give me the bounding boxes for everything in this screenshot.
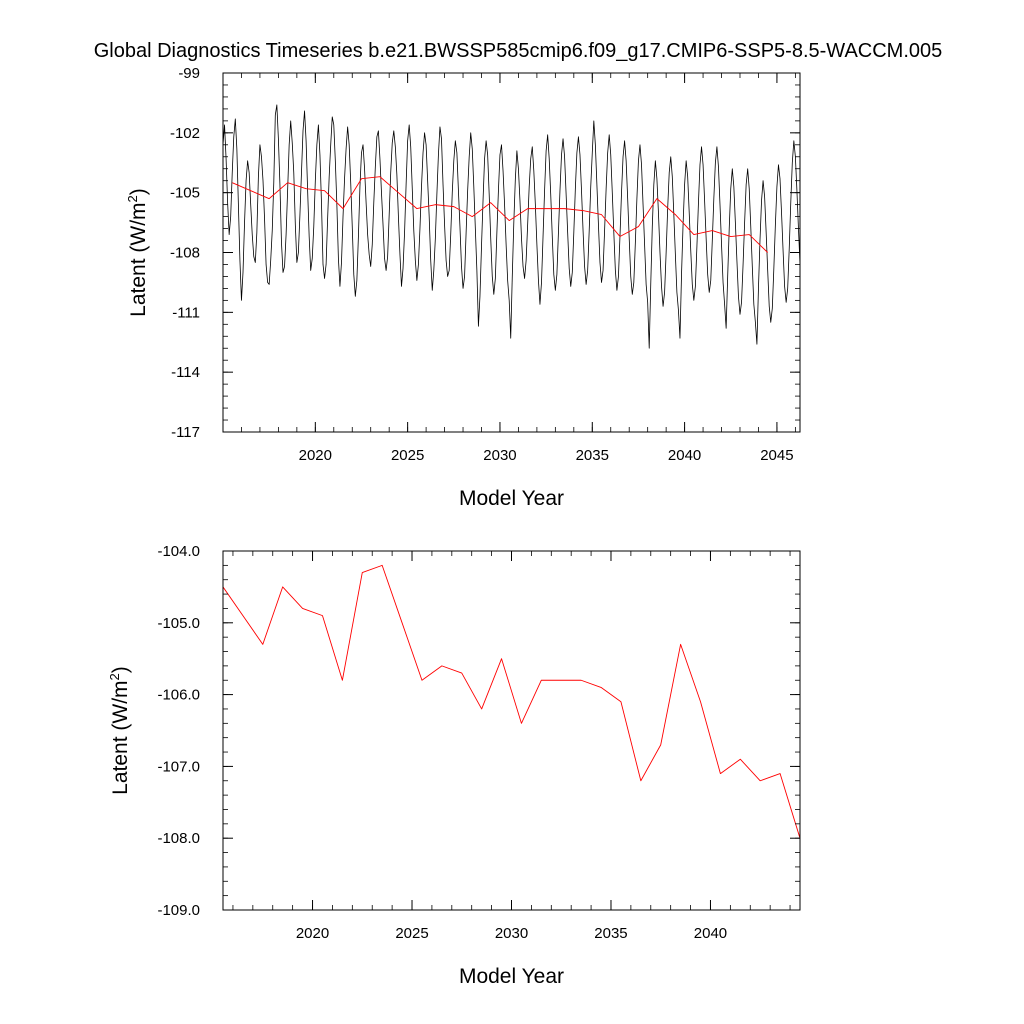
bottom-panel: 2020 2025 2030 2035 2040 -109.0 -108.0 -107.0 -1… (107, 543, 801, 988)
series-group (223, 564, 800, 839)
y-axis-label-superscript: 2 (125, 195, 140, 202)
y-axis-label-superscript: 2 (107, 673, 122, 680)
plot-frame (222, 550, 801, 911)
figure-title: Global Diagnostics Timeseries b.e21.BWSS… (94, 40, 943, 62)
series-group (223, 104, 800, 349)
x-tick-label: 2025 (395, 925, 428, 942)
y-axis-label-close: ) (127, 188, 150, 195)
y-tick-label: -108.0 (157, 830, 200, 847)
x-tick-label: 2020 (296, 925, 329, 942)
y-tick-label: -99 (178, 65, 200, 82)
x-tick-label: 2035 (594, 925, 627, 942)
y-axis-label-close: ) (109, 666, 132, 673)
y-axis-label: Latent (W/m2) (107, 666, 132, 795)
y-tick-label: -107.0 (157, 758, 200, 775)
y-axis-label-base: Latent (W/m (127, 202, 150, 316)
x-tick-label: 2020 (299, 447, 332, 464)
y-axis-label-base: Latent (W/m (109, 680, 132, 794)
y-tick-label: -111 (172, 304, 200, 321)
y-tick-label: -109.0 (157, 902, 200, 919)
y-tick-label: -102 (170, 125, 200, 142)
y-tick-label: -104.0 (157, 543, 200, 560)
y-tick-label: -106.0 (157, 687, 200, 704)
x-tick-label: 2045 (760, 447, 793, 464)
y-tick-label: -117 (171, 424, 200, 441)
y-tick-label: -108 (170, 245, 200, 262)
x-tick-label: 2040 (694, 925, 727, 942)
annual-mean-series-line (232, 176, 769, 253)
x-tick-label: 2025 (391, 447, 424, 464)
y-tick-label: -105 (170, 185, 200, 202)
x-tick-label: 2030 (483, 447, 516, 464)
y-tick-label: -114 (171, 364, 200, 381)
annual-mean-series-line (223, 564, 800, 839)
x-tick-label: 2040 (668, 447, 701, 464)
x-tick-label: 2030 (495, 925, 528, 942)
y-axis-label: Latent (W/m2) (125, 188, 150, 317)
x-axis-label: Model Year (459, 965, 564, 988)
x-axis-label: Model Year (459, 487, 564, 510)
y-tick-label: -105.0 (157, 615, 200, 632)
monthly-series-line (223, 104, 800, 349)
top-panel: 2020 2025 2030 2035 2040 2045 -117 -114 -111 -108… (125, 65, 801, 510)
x-tick-label: 2035 (576, 447, 609, 464)
